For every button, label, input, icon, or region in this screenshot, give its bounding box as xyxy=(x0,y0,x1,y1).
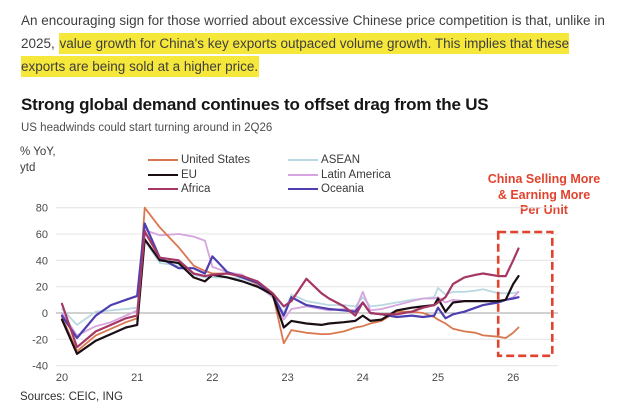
legend-item: United States xyxy=(148,153,250,168)
legend-label: EU xyxy=(181,168,197,181)
annotation-line: Per Unit xyxy=(520,203,568,217)
legend-item: ASEAN xyxy=(288,153,391,168)
x-tick-label: 21 xyxy=(131,372,143,384)
y-tick-label: 0 xyxy=(42,308,48,320)
chart-legend: United States EU Africa ASEAN Latin America O… xyxy=(148,153,391,197)
legend-swatch xyxy=(288,159,319,162)
annotation-text: China Selling More & Earning More Per Un… xyxy=(468,172,620,219)
legend-swatch xyxy=(288,188,319,191)
chart-title: Strong global demand continues to offset… xyxy=(21,95,489,114)
y-tick-label: 80 xyxy=(36,203,48,215)
y-tick-label: 60 xyxy=(36,229,48,241)
chart-subtitle: US headwinds could start turning around … xyxy=(21,122,273,134)
legend-swatch xyxy=(148,159,178,162)
legend-label: Latin America xyxy=(321,168,391,181)
series-africa xyxy=(60,230,520,349)
legend-swatch xyxy=(288,173,319,176)
series-united-states xyxy=(61,206,520,353)
legend-label: United States xyxy=(181,154,251,167)
legend-label: ASEAN xyxy=(321,154,361,167)
series-latin-america xyxy=(61,229,520,337)
series-eu xyxy=(60,238,520,355)
legend-label: Oceania xyxy=(321,183,364,196)
legend-label: Africa xyxy=(181,183,211,196)
legend-column: United States EU Africa xyxy=(148,153,250,197)
legend-swatch xyxy=(148,188,178,191)
y-axis-unit-label: % YoY, ytd xyxy=(20,144,56,176)
legend-column: ASEAN Latin America Oceania xyxy=(288,153,391,197)
sources-note: Sources: CEIC, ING xyxy=(20,391,123,403)
x-tick-label: 25 xyxy=(432,372,444,384)
y-tick-label: 40 xyxy=(36,255,48,267)
x-tick-label: 23 xyxy=(281,372,293,384)
x-tick-label: 20 xyxy=(56,372,68,384)
legend-swatch xyxy=(148,173,178,176)
legend-item: EU xyxy=(148,168,250,183)
y-axis-unit-line1: % YoY, xyxy=(20,146,56,158)
legend-item: Latin America xyxy=(288,168,391,183)
legend-item: Oceania xyxy=(288,182,391,197)
x-tick-label: 22 xyxy=(206,372,218,384)
series-oceania xyxy=(60,222,520,340)
intro-paragraph: An encouraging sign for those worried ab… xyxy=(21,9,605,78)
legend-item: Africa xyxy=(148,182,250,197)
y-tick-label: 20 xyxy=(36,282,48,294)
plain-text: An encouraging sign for those worried ab… xyxy=(21,13,605,51)
y-axis-unit-line2: ytd xyxy=(20,162,36,174)
x-tick-label: 24 xyxy=(357,372,369,384)
x-tick-label: 26 xyxy=(507,372,519,384)
y-tick-label: -20 xyxy=(32,334,48,346)
annotation-line: China Selling More xyxy=(487,172,601,186)
series-asean xyxy=(61,239,520,326)
annotation-line: & Earning More xyxy=(497,187,591,202)
highlight-box xyxy=(496,230,554,358)
y-tick-label: -40 xyxy=(32,361,48,373)
